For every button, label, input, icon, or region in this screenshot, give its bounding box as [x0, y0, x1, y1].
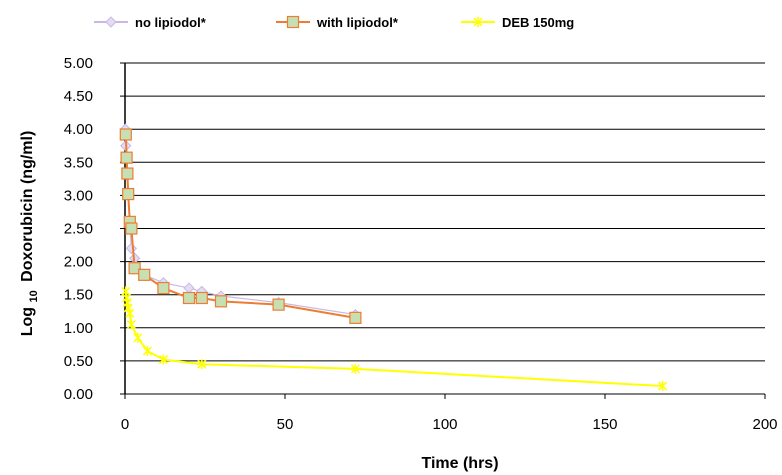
y-tick-labels: 0.00 0.50 1.00 1.50 2.00 2.50 3.00 3.50 4.00 4.50… — [64, 55, 93, 403]
y-tick-label: 5.00 — [64, 55, 93, 72]
legend-item: DEB 150mg — [461, 15, 574, 30]
data-point-square — [157, 281, 170, 295]
data-point-square — [286, 15, 300, 29]
series-line — [124, 291, 663, 388]
x-tick-label: 0 — [121, 416, 129, 433]
data-point-square — [120, 151, 133, 164]
data-point-star — [658, 381, 668, 392]
x-tick-label: 50 — [277, 416, 294, 433]
y-axis-title: Log 10 Doxorubicin (ng/ml) — [19, 131, 41, 337]
legend-item: no lipiodol* — [94, 15, 207, 30]
x-axis-title: Time (hrs) — [421, 455, 498, 472]
data-point-square — [214, 295, 228, 308]
legend-label: no lipiodol* — [135, 15, 207, 30]
y-tick-label: 0.00 — [64, 386, 93, 403]
data-point-square — [125, 222, 138, 235]
data-point-square — [195, 291, 208, 305]
data-point-star — [197, 359, 207, 370]
x-tick-labels: 0 50 100 150 200 — [121, 416, 778, 433]
data-point-star — [142, 345, 152, 356]
y-axis-title-rest: Doxorubicin (ng/ml) — [19, 131, 36, 282]
data-point-square — [119, 128, 132, 141]
series-deb-150mg — [121, 286, 668, 392]
data-point-square — [128, 262, 141, 275]
data-point-diamond — [105, 16, 117, 28]
x-tick-label: 100 — [432, 416, 457, 433]
axes — [120, 62, 766, 399]
data-point-square — [182, 291, 196, 305]
y-tick-label: 3.00 — [64, 187, 93, 204]
data-point-star — [125, 308, 135, 319]
legend: no lipiodol* with lipiodol* DEB 150mg — [94, 15, 574, 30]
data-point-diamond — [183, 282, 195, 294]
y-tick-label: 4.50 — [64, 88, 93, 105]
y-tick-label: 1.00 — [64, 320, 93, 337]
y-axis-title-subscript: 10 — [28, 290, 40, 302]
y-tick-label: 2.00 — [64, 254, 93, 271]
data-point-square — [122, 187, 135, 201]
y-tick-label: 4.00 — [64, 121, 93, 138]
x-tick-label: 150 — [592, 416, 617, 433]
y-axis-title-main: Log — [19, 307, 36, 336]
legend-label: with lipiodol* — [316, 15, 399, 30]
data-point-square — [349, 311, 362, 324]
legend-label: DEB 150mg — [502, 15, 574, 30]
y-tick-label: 3.50 — [64, 154, 93, 171]
data-point-star — [473, 17, 483, 27]
gridlines — [125, 62, 765, 362]
data-point-square — [272, 298, 285, 311]
data-point-star — [158, 354, 168, 365]
series-with-lipiodol — [119, 128, 362, 324]
y-tick-label: 1.50 — [64, 287, 93, 304]
data-point-square — [121, 167, 134, 180]
data-point-star — [350, 363, 360, 374]
data-point-star — [126, 319, 136, 330]
data-point-square — [138, 268, 151, 281]
data-point-star — [133, 332, 143, 343]
y-tick-label: 0.50 — [64, 353, 93, 370]
x-tick-label: 200 — [752, 416, 777, 433]
series-group — [119, 123, 668, 392]
series-no-lipiodol — [119, 123, 362, 321]
data-point-diamond — [125, 242, 138, 255]
legend-item: with lipiodol* — [276, 15, 399, 30]
y-tick-label: 2.50 — [64, 221, 93, 238]
